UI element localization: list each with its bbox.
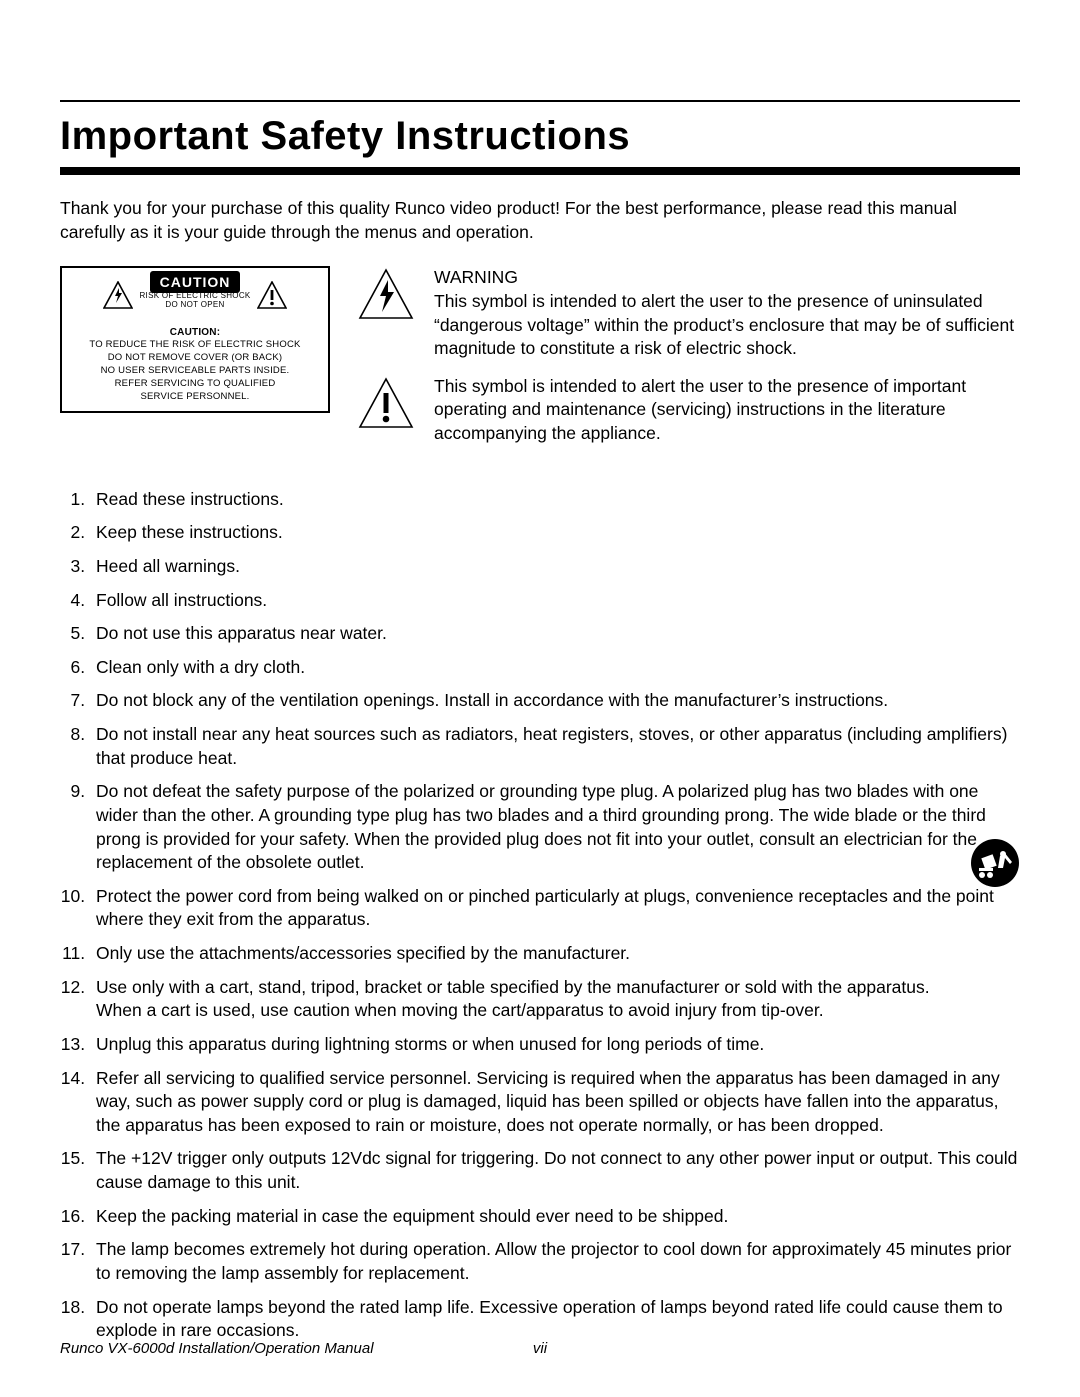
exclamation-symbol-row: This symbol is intended to alert the use… (356, 375, 1020, 446)
caution-box: CAUTION RISK OF ELECTRIC SHOCK DO NOT OP… (60, 266, 330, 413)
caution-box-container: CAUTION RISK OF ELECTRIC SHOCK DO NOT OP… (60, 266, 330, 413)
intro-paragraph: Thank you for your purchase of this qual… (60, 197, 1020, 244)
list-item: Heed all warnings. (90, 555, 1020, 579)
page-number: vii (510, 1340, 570, 1357)
list-item: Keep these instructions. (90, 521, 1020, 545)
caution-subtext: RISK OF ELECTRIC SHOCK DO NOT OPEN (139, 292, 250, 316)
list-item: Do not install near any heat sources suc… (90, 723, 1020, 770)
cart-tipover-icon (970, 838, 1020, 888)
rule-top (60, 100, 1020, 102)
page-title: Important Safety Instructions (60, 114, 1020, 159)
caution-pill: CAUTION (150, 271, 241, 293)
list-item: The +12V trigger only outputs 12Vdc sign… (90, 1147, 1020, 1194)
list-item: Unplug this apparatus during lightning s… (90, 1033, 1020, 1057)
bolt-triangle-icon (103, 281, 133, 309)
caution-top-row: CAUTION RISK OF ELECTRIC SHOCK DO NOT OP… (62, 268, 328, 320)
list-item: Do not use this apparatus near water. (90, 622, 1020, 646)
bolt-symbol-text: WARNING This symbol is intended to alert… (434, 266, 1020, 361)
rule-thick (60, 167, 1020, 175)
list-item: Do not block any of the ventilation open… (90, 689, 1020, 713)
list-item: Only use the attachments/accessories spe… (90, 942, 1020, 966)
warning-label: WARNING (434, 267, 518, 287)
bolt-symbol-row: WARNING This symbol is intended to alert… (356, 266, 1020, 361)
warning-text-column: WARNING This symbol is intended to alert… (356, 266, 1020, 459)
list-item: Use only with a cart, stand, tripod, bra… (90, 976, 1020, 1023)
list-item: Do not operate lamps beyond the rated la… (90, 1296, 1020, 1343)
list-item: Follow all instructions. (90, 589, 1020, 613)
list-item: Refer all servicing to qualified service… (90, 1067, 1020, 1138)
list-item: Clean only with a dry cloth. (90, 656, 1020, 680)
page-footer: Runco VX-6000d Installation/Operation Ma… (60, 1340, 1020, 1357)
list-item: Protect the power cord from being walked… (90, 885, 1020, 932)
caution-bottom-text: CAUTION: TO REDUCE THE RISK OF ELECTRIC … (62, 320, 328, 412)
instructions-list: Read these instructions. Keep these inst… (60, 488, 1020, 1343)
list-item: Read these instructions. (90, 488, 1020, 512)
bolt-triangle-large-icon (356, 266, 416, 361)
exclamation-triangle-icon (257, 281, 287, 309)
exclamation-triangle-large-icon (356, 375, 416, 446)
list-item: Do not defeat the safety purpose of the … (90, 780, 1020, 875)
exclamation-symbol-text: This symbol is intended to alert the use… (434, 375, 1020, 446)
warning-section: CAUTION RISK OF ELECTRIC SHOCK DO NOT OP… (60, 266, 1020, 459)
footer-title: Runco VX-6000d Installation/Operation Ma… (60, 1340, 510, 1357)
list-item: Keep the packing material in case the eq… (90, 1205, 1020, 1229)
list-item: The lamp becomes extremely hot during op… (90, 1238, 1020, 1285)
